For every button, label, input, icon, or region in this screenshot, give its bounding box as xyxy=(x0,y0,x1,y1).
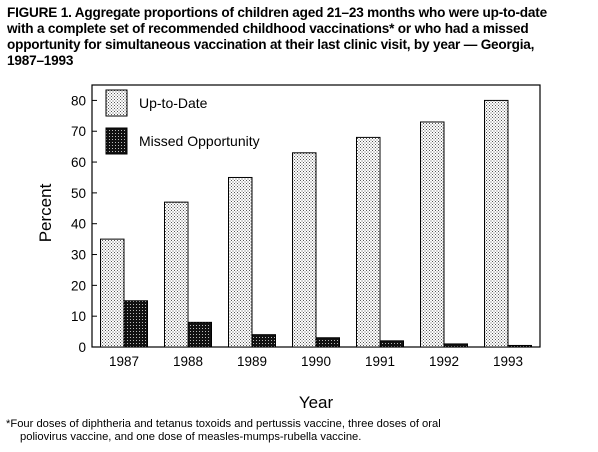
y-tick-label: 10 xyxy=(71,309,86,324)
bar-missed-opportunity xyxy=(315,337,340,348)
x-axis-label: Year xyxy=(299,393,334,412)
x-tick-label: 1987 xyxy=(109,354,139,369)
bar-up-to-date xyxy=(100,238,125,348)
x-tick-label: 1991 xyxy=(365,354,395,369)
footnote: *Four doses of diphtheria and tetanus to… xyxy=(6,418,592,444)
bar-missed-opportunity xyxy=(379,340,404,348)
x-axis: 1987 1988 1989 1990 1991 1992 1993 xyxy=(109,354,523,369)
legend: Up-to-Date Missed Opportunity xyxy=(105,89,260,155)
bars xyxy=(100,99,532,348)
y-tick-label: 0 xyxy=(78,340,86,355)
y-tick-label: 80 xyxy=(71,93,86,108)
y-axis-label: Percent xyxy=(36,183,55,242)
y-tick-label: 40 xyxy=(71,217,86,232)
figure-title: FIGURE 1. Aggregate proportions of child… xyxy=(7,5,595,69)
title-line-4: 1987–1993 xyxy=(7,53,74,68)
bar-missed-opportunity xyxy=(251,334,276,348)
y-tick-label: 70 xyxy=(71,124,86,139)
title-line-2: with a complete set of recommended child… xyxy=(7,21,529,36)
footnote-line-2: poliovirus vaccine, and one dose of meas… xyxy=(20,431,362,443)
x-tick-label: 1989 xyxy=(237,354,267,369)
y-axis: 0 10 20 30 40 50 60 70 80 xyxy=(71,93,97,355)
legend-label-missed-opportunity: Missed Opportunity xyxy=(139,133,260,149)
y-tick-label: 60 xyxy=(71,155,86,170)
footnote-line-1: *Four doses of diphtheria and tetanus to… xyxy=(6,418,441,430)
bar-up-to-date xyxy=(292,152,317,348)
bar-up-to-date xyxy=(164,201,189,348)
bar-up-to-date xyxy=(420,121,445,348)
y-tick-label: 30 xyxy=(71,248,86,263)
bar-missed-opportunity xyxy=(507,344,532,348)
bar-missed-opportunity xyxy=(443,343,468,348)
legend-swatch-up-to-date xyxy=(105,89,128,117)
bar-missed-opportunity xyxy=(123,300,148,348)
y-tick-label: 50 xyxy=(71,186,86,201)
title-line-1: FIGURE 1. Aggregate proportions of child… xyxy=(7,5,547,20)
x-tick-label: 1993 xyxy=(493,354,523,369)
y-tick-label: 20 xyxy=(71,278,86,293)
x-tick-label: 1988 xyxy=(173,354,203,369)
legend-label-up-to-date: Up-to-Date xyxy=(139,95,208,111)
title-line-3: opportunity for simultaneous vaccination… xyxy=(7,37,535,52)
x-tick-label: 1992 xyxy=(429,354,459,369)
legend-swatch-missed-opportunity xyxy=(105,127,128,155)
x-tick-label: 1990 xyxy=(301,354,331,369)
bar-up-to-date xyxy=(228,176,253,348)
bar-up-to-date xyxy=(356,136,381,348)
bar-missed-opportunity xyxy=(187,321,212,348)
bar-up-to-date xyxy=(484,99,509,348)
